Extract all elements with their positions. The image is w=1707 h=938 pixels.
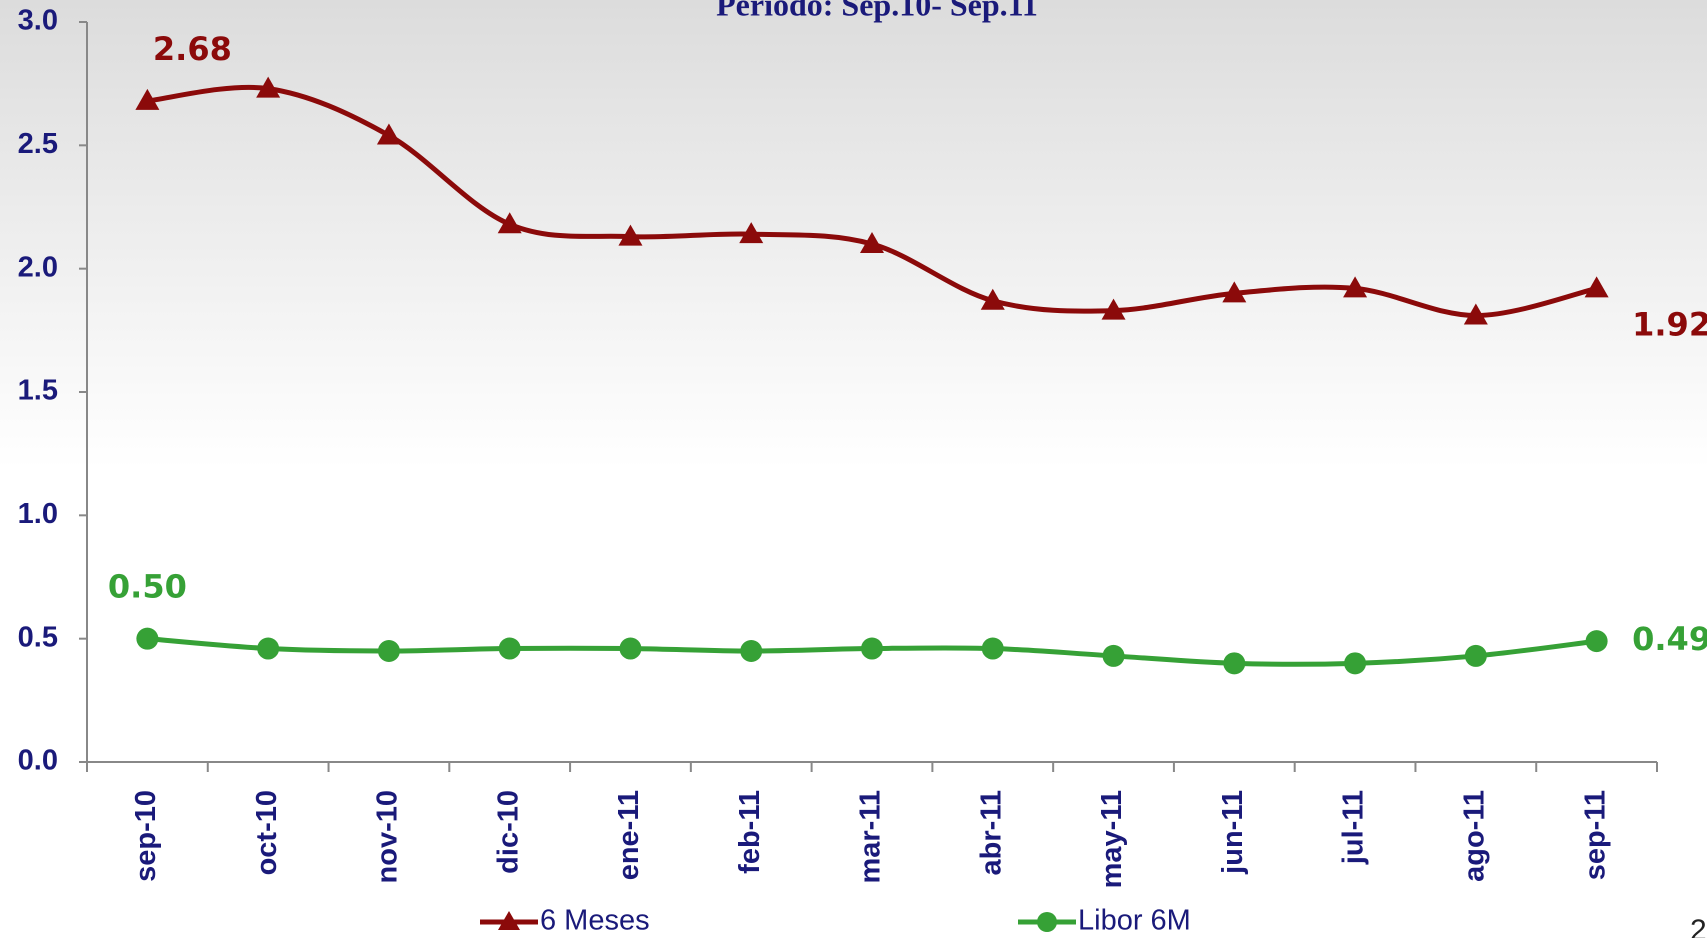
- x-tick-label: jun-11: [1217, 790, 1249, 875]
- data-label: 1.92: [1632, 305, 1707, 343]
- legend-marker: [1037, 912, 1057, 932]
- chart-title: Periodo: Sep.10- Sep.11: [716, 0, 1038, 22]
- y-tick-label: 1.5: [18, 375, 58, 407]
- point-marker: [377, 640, 400, 662]
- point-marker: [1584, 276, 1609, 298]
- point-marker: [1101, 298, 1126, 320]
- point-marker: [861, 637, 883, 660]
- y-tick-label: 2.5: [18, 128, 58, 160]
- x-tick-label: ago-11: [1459, 790, 1491, 882]
- x-tick-label: dic-10: [492, 790, 524, 874]
- point-marker: [376, 123, 401, 145]
- point-marker: [256, 76, 281, 98]
- x-tick-label: sep-11: [1579, 790, 1611, 880]
- point-marker: [498, 637, 521, 660]
- y-tick-label: 1.0: [18, 498, 58, 530]
- point-marker: [980, 288, 1005, 310]
- point-marker: [860, 232, 884, 253]
- point-marker: [618, 224, 643, 246]
- point-marker: [740, 640, 763, 662]
- x-tick-label: mar-11: [855, 790, 887, 884]
- point-marker: [981, 637, 1004, 660]
- data-label: 0.50: [108, 568, 187, 606]
- point-marker: [136, 627, 159, 650]
- x-tick-label: oct-10: [251, 790, 283, 875]
- point-marker: [1344, 652, 1367, 675]
- point-marker: [1463, 303, 1488, 325]
- x-tick-label: nov-10: [372, 790, 404, 883]
- point-marker: [1343, 276, 1368, 298]
- y-tick-label: 3.0: [18, 5, 58, 37]
- point-marker: [1223, 652, 1246, 675]
- point-marker: [1464, 644, 1487, 667]
- x-tick-label: sep-10: [130, 790, 162, 882]
- point-marker: [1585, 630, 1608, 653]
- legend-label: Libor 6M: [1078, 905, 1191, 937]
- point-marker: [1222, 281, 1247, 303]
- data-label: 0.49: [1632, 620, 1707, 658]
- legend-marker: [498, 911, 520, 930]
- point-marker: [135, 88, 160, 110]
- point-marker: [1102, 644, 1125, 667]
- y-tick-label: 2.0: [18, 251, 58, 283]
- legend-label: 6 Meses: [540, 905, 650, 937]
- x-tick-label: may-11: [1096, 790, 1128, 888]
- x-tick-label: feb-11: [734, 790, 766, 874]
- x-tick-label: ene-11: [613, 790, 645, 880]
- y-tick-label: 0.5: [18, 621, 58, 653]
- x-tick-label: abr-11: [975, 790, 1007, 875]
- page-number: 2: [1690, 914, 1707, 938]
- x-tick-label: jul-11: [1338, 790, 1370, 865]
- point-marker: [257, 637, 280, 660]
- point-marker: [739, 222, 764, 244]
- data-label: 2.68: [153, 30, 232, 68]
- point-marker: [619, 637, 642, 660]
- y-tick-label: 0.0: [18, 745, 58, 777]
- point-marker: [497, 212, 522, 234]
